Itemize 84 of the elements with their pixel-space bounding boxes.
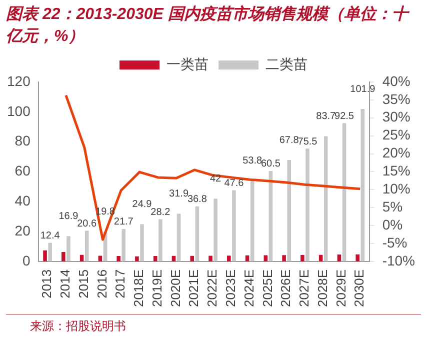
data-label: 101.9 [350,84,376,95]
data-label: 67.8 [279,134,300,146]
data-label: 16.9 [58,210,79,222]
bar [43,250,47,262]
bar [250,180,254,262]
bar [342,123,346,262]
data-label: 24.9 [132,198,152,210]
y2-tick-label: 30% [382,108,410,125]
y-tick-label: 0 [22,252,31,268]
legend-label: 二类苗 [266,56,308,72]
x-tick-label: 2030E [352,269,367,308]
bar [176,214,181,262]
x-tick-label: 2021E [186,269,202,308]
x-tick-label: 2025E [260,269,275,308]
x-tick-label: 2024E [241,269,256,308]
y-tick-label: 40 [14,192,31,208]
data-label: 60.5 [260,158,281,170]
data-label: 47.6 [224,178,244,189]
x-tick-label: 2015 [76,269,91,298]
x-tick-label: 2020E [168,269,183,308]
data-label: 31.9 [169,188,189,200]
bar [62,252,66,262]
y2-tick-label: -5% [382,234,408,250]
source-note: 来源：招股说明书 [29,318,127,335]
bar [48,242,52,262]
bar [306,148,310,262]
x-tick-label: 2013 [39,269,54,298]
bar [208,256,212,262]
y-tick-label: 120 [7,72,31,89]
bar [226,256,231,262]
bar [190,256,194,262]
x-tick-label: 2022E [204,269,220,308]
y2-tick-label: 35% [382,90,410,107]
x-tick-label: 2026E [278,269,294,308]
y-tick-label: 100 [7,102,31,119]
x-tick-label: 2014 [58,269,73,298]
bar [300,254,304,262]
bar [122,228,126,262]
y2-tick-label: 20% [382,144,410,161]
bar [282,255,286,262]
bar [324,136,328,262]
bar [360,109,365,262]
y2-tick-label: 0% [382,216,403,232]
y-tick-label: 20 [14,222,31,238]
bar [66,236,70,262]
x-tick-label: 2027E [296,269,312,308]
bar [140,224,144,262]
y-tick-label: 80 [14,132,31,149]
data-label: 83.7 [316,111,336,122]
data-label: 75.5 [298,136,318,148]
bar [287,160,291,262]
data-label: 53.8 [242,156,262,167]
y2-tick-label: 15% [382,162,410,179]
x-tick-label: 2019E [149,269,164,308]
y2-tick-label: 5% [382,198,403,214]
data-label: 21.7 [114,216,134,228]
data-label: 12.4 [40,230,60,242]
data-label: 20.6 [77,218,98,230]
bar [356,254,360,262]
chart-title: 图表 22：2013-2030E 国内疫苗市场销售规模（单位：十亿元，%） [5,4,410,47]
bar [98,256,102,262]
bar [116,256,120,262]
data-label: 28.2 [150,207,171,218]
bar [232,190,236,262]
bar [158,219,162,262]
x-tick-label: 2018E [131,269,146,308]
y2-tick-label: 40% [382,72,410,89]
x-tick-label: 2016 [94,269,110,298]
y2-tick-label: -10% [382,252,416,268]
legend-label: 一类苗 [166,56,208,72]
bar [84,230,89,262]
data-label: 36.8 [187,194,208,206]
bar [195,206,200,262]
bar [135,256,139,262]
bar [214,198,218,262]
x-tick-label: 2029E [333,269,348,308]
data-label: 92.5 [334,110,354,122]
x-tick-label: 2023E [222,269,238,308]
data-label: 42 [210,173,222,184]
y2-tick-label: 25% [382,126,410,143]
y2-tick-label: 10% [382,180,410,197]
x-tick-label: 2028E [314,269,330,308]
y-tick-label: 60 [14,162,31,179]
x-tick-label: 2017 [112,269,128,298]
